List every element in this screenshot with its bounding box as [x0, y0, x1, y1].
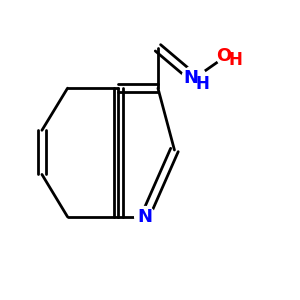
Circle shape: [135, 206, 155, 227]
Text: N: N: [184, 69, 199, 87]
Text: N: N: [137, 208, 152, 226]
Circle shape: [182, 66, 206, 91]
Circle shape: [216, 46, 237, 66]
Text: H: H: [229, 51, 242, 69]
Text: O: O: [217, 47, 232, 65]
Text: H: H: [196, 75, 209, 93]
